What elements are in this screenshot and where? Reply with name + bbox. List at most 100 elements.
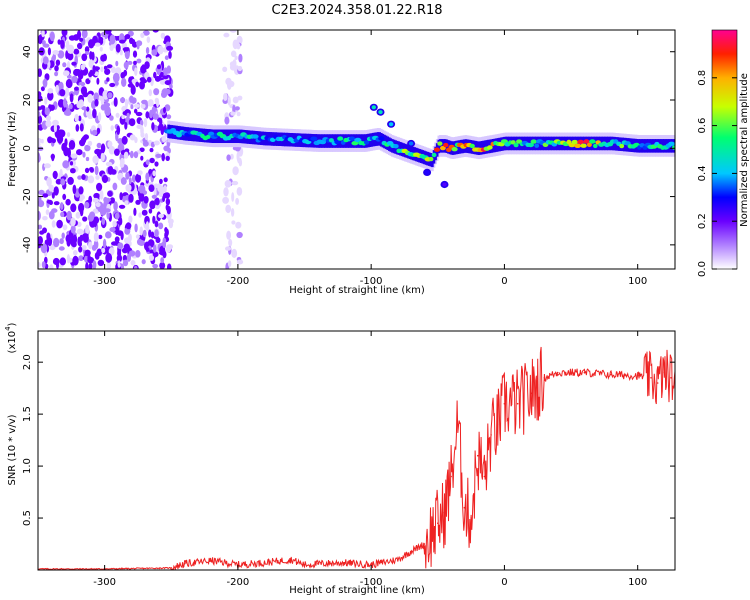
noise-speck-0-149: [152, 263, 159, 269]
ridge-core: [434, 147, 440, 152]
noise-speck-0-245: [56, 219, 63, 229]
noise-speck-0-598: [136, 42, 140, 50]
noise-speck-0-520: [84, 201, 90, 209]
noise-speck-0-550: [61, 30, 68, 37]
noise-speck-0-873: [154, 220, 159, 228]
noise-speck-0-445: [121, 77, 127, 87]
noise-speck-0-587: [42, 216, 48, 221]
noise-speck-0-848: [134, 136, 138, 144]
noise-speck-0-365: [134, 67, 138, 76]
noise-speck-0-766: [42, 78, 48, 88]
y-tick-label: 20: [22, 94, 33, 107]
noise-speck-1-65: [223, 93, 228, 101]
ridge-core: [351, 141, 359, 146]
noise-speck-0-718: [160, 71, 164, 78]
noise-speck-0-802: [38, 138, 42, 144]
y-multiplier: (x104): [4, 322, 18, 353]
side-blob-0: [371, 105, 376, 110]
snr-point-12: [397, 558, 399, 561]
noise-speck-0-218: [93, 92, 100, 102]
ridge-core: [486, 145, 493, 150]
noise-speck-0-420: [88, 59, 94, 68]
noise-speck-0-583: [125, 222, 132, 230]
ridge-band: [351, 134, 354, 148]
noise-speck-0-624: [69, 93, 74, 103]
ridge-core: [176, 133, 182, 138]
noise-speck-1-17: [222, 196, 230, 204]
noise-speck-1-31: [229, 61, 236, 68]
noise-speck-0-774: [124, 200, 129, 206]
noise-speck-0-298: [167, 263, 172, 269]
x-tick-label: -300: [93, 276, 116, 287]
svg-text:(x104): (x104): [4, 322, 18, 353]
noise-speck-0-854: [70, 217, 76, 227]
ridge-band: [439, 139, 442, 153]
noise-speck-0-825: [101, 247, 106, 254]
snr-plot-area: [38, 331, 675, 570]
noise-speck-0-457: [165, 244, 172, 253]
ridge-core: [593, 143, 598, 149]
noise-speck-0-487: [63, 109, 71, 116]
noise-speck-0-896: [151, 122, 155, 131]
noise-speck-0-715: [62, 98, 67, 108]
noise-speck-0-442: [154, 161, 159, 167]
noise-speck-0-534: [58, 82, 63, 90]
noise-speck-0-763: [65, 87, 70, 97]
snr-panel: -300 -200 -100 0 100 0.5 1.0 1.5 2.0 Height of …: [4, 322, 676, 596]
noise-speck-0-360: [118, 204, 126, 209]
noise-speck-0-189: [85, 156, 90, 162]
colorbar-label: Normalized spectral amplitude: [739, 73, 750, 227]
noise-speck-0-551: [143, 196, 149, 204]
noise-speck-0-899: [145, 111, 150, 119]
noise-speck-0-751: [67, 176, 74, 185]
ridge-core: [574, 143, 582, 148]
noise-speck-0-472: [106, 77, 110, 82]
noise-speck-0-610: [155, 153, 162, 158]
snr-frame: [37, 330, 676, 571]
noise-speck-0-881: [81, 135, 87, 142]
noise-speck-1-64: [230, 111, 236, 116]
noise-speck-1-52: [227, 260, 232, 268]
noise-speck-0-693: [95, 202, 101, 208]
noise-speck-0-892: [144, 133, 149, 141]
noise-speck-0-78: [77, 175, 82, 180]
noise-speck-0-874: [117, 260, 121, 268]
noise-speck-0-41: [77, 42, 83, 50]
noise-speck-1-14: [231, 248, 238, 258]
noise-speck-0-629: [163, 177, 168, 183]
noise-speck-0-579: [88, 39, 95, 49]
noise-speck-0-126: [135, 250, 141, 258]
noise-speck-0-155: [40, 138, 44, 144]
snr-point-37: [670, 377, 672, 379]
noise-speck-0-821: [109, 34, 116, 45]
noise-speck-0-762: [42, 56, 49, 65]
noise-speck-0-494: [136, 238, 143, 246]
y-tick-label: 1.5: [22, 406, 33, 422]
x-tick-label: 0: [501, 577, 507, 588]
noise-speck-0-167: [62, 224, 68, 231]
noise-speck-0-878: [45, 120, 52, 128]
noise-speck-1-35: [230, 153, 234, 160]
noise-speck-0-452: [44, 263, 49, 269]
noise-speck-0-867: [130, 97, 137, 104]
noise-speck-0-273: [127, 60, 133, 65]
noise-speck-0-807: [75, 211, 81, 219]
ridge-band: [440, 139, 444, 153]
snr-point-3: [183, 563, 186, 565]
snr-point-20: [463, 506, 466, 509]
noise-speck-0-681: [57, 129, 65, 138]
noise-speck-0-659: [98, 36, 104, 43]
noise-speck-0-734: [145, 172, 150, 181]
ridge-core: [443, 142, 449, 148]
noise-speck-0-796: [48, 210, 55, 220]
snr-point-22: [477, 454, 479, 457]
noise-speck-0-755: [154, 229, 159, 238]
noise-speck-0-525: [152, 215, 156, 224]
noise-speck-0-804: [89, 167, 94, 173]
noise-speck-0-872: [135, 81, 140, 88]
noise-speck-0-492: [113, 97, 118, 107]
noise-speck-0-680: [93, 216, 100, 224]
noise-speck-0-412: [120, 97, 126, 103]
noise-speck-0-330: [100, 66, 104, 73]
y-tick-label: 40: [22, 45, 33, 58]
